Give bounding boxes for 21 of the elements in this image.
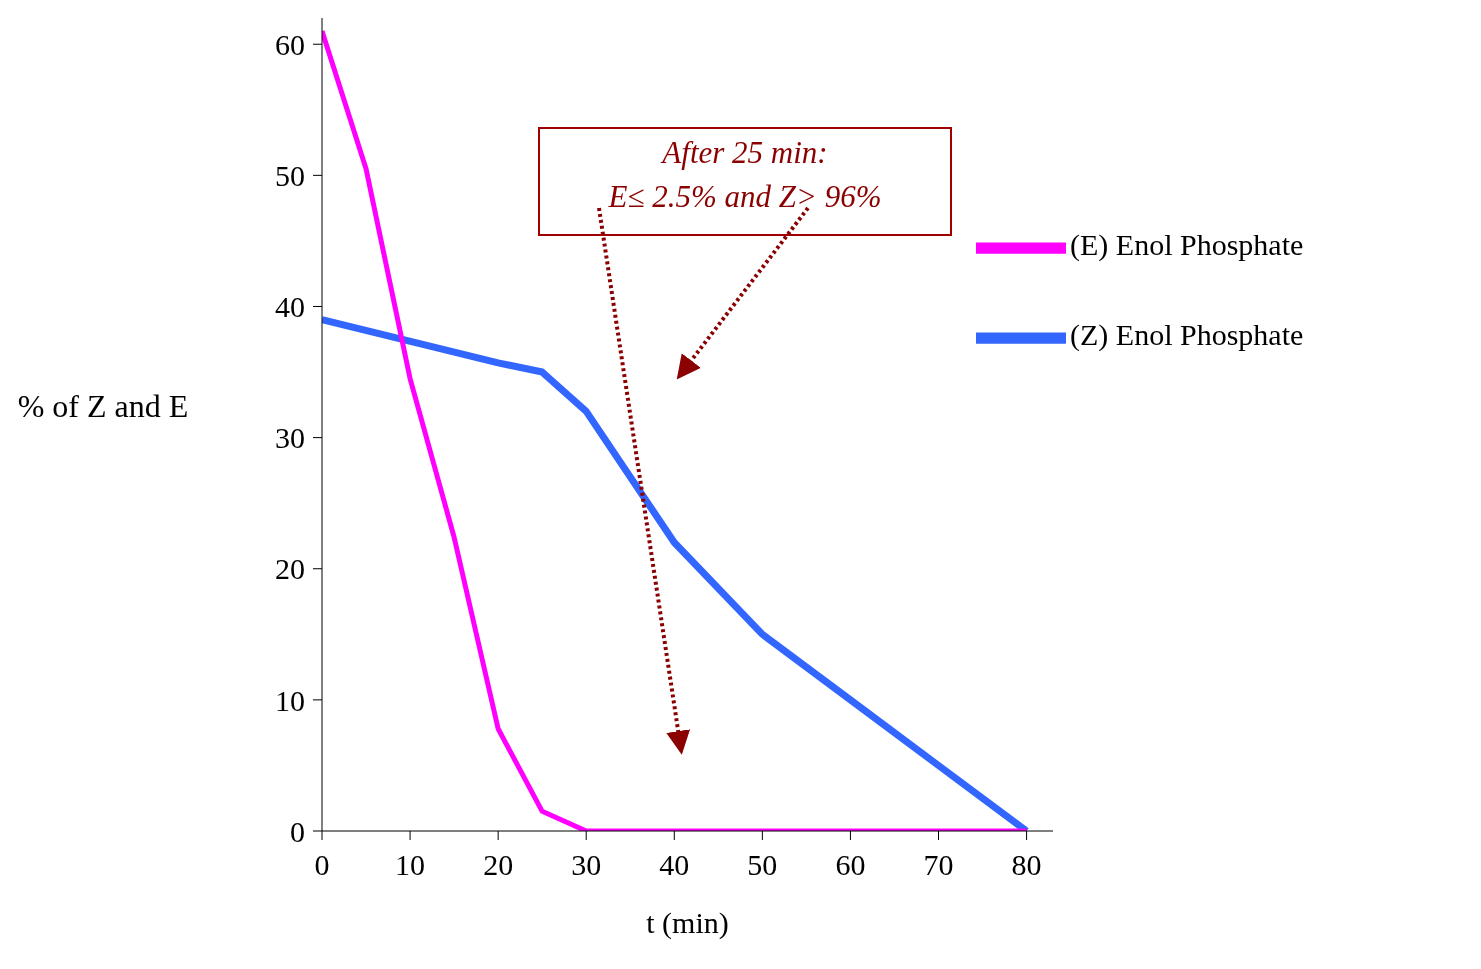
x-tick-label: 10 <box>395 848 426 882</box>
x-tick-label: 60 <box>835 848 866 882</box>
legend-label: (E) Enol Phosphate <box>1070 227 1304 261</box>
x-tick-label: 20 <box>483 848 514 882</box>
annotation: After 25 min: E≤ 2.5% and Z> 96% <box>538 127 952 236</box>
y-tick-label: 50 <box>275 159 305 192</box>
y-tick-label: 0 <box>290 814 305 848</box>
x-tick-label: 80 <box>1011 848 1042 882</box>
y-tick-label: 40 <box>275 290 305 324</box>
x-axis-title: t (min) <box>646 906 729 940</box>
x-tick-label: 30 <box>571 848 602 882</box>
y-tick-label: 30 <box>275 421 305 455</box>
legend-label: (Z) Enol Phosphate <box>1070 317 1304 351</box>
y-tick-label: 10 <box>275 683 305 717</box>
y-tick-label: 20 <box>275 552 305 586</box>
x-tick-label: 0 <box>314 848 330 882</box>
x-tick-label: 40 <box>659 848 690 882</box>
x-tick-label: 70 <box>923 848 954 882</box>
y-axis-title: % of Z and E <box>16 388 190 425</box>
y-tick-label: 60 <box>275 27 305 61</box>
x-tick-label: 50 <box>747 848 778 882</box>
